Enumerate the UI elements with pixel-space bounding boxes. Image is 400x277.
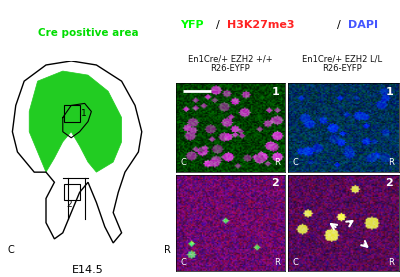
Text: R: R — [274, 158, 280, 167]
Text: 2: 2 — [386, 178, 393, 188]
Text: H3K27me3: H3K27me3 — [226, 20, 294, 30]
Text: /: / — [216, 20, 219, 30]
Polygon shape — [29, 71, 122, 172]
Text: 2: 2 — [272, 178, 279, 188]
Text: En1Cre/+ EZH2 L/L
R26-EYFP: En1Cre/+ EZH2 L/L R26-EYFP — [302, 54, 382, 73]
Text: Cre positive area: Cre positive area — [38, 28, 138, 38]
Text: R: R — [274, 258, 280, 266]
Text: R: R — [164, 245, 170, 255]
Text: DAPI: DAPI — [348, 20, 378, 30]
Text: C: C — [292, 258, 298, 266]
Bar — [64, 106, 80, 122]
Text: R: R — [388, 158, 394, 167]
Text: C: C — [180, 258, 186, 266]
Text: 2: 2 — [66, 199, 72, 209]
Text: YFP: YFP — [180, 20, 204, 30]
Text: En1Cre/+ EZH2 +/+
R26-EYFP: En1Cre/+ EZH2 +/+ R26-EYFP — [188, 54, 272, 73]
Text: 1: 1 — [81, 109, 87, 117]
Text: R: R — [388, 258, 394, 266]
Text: E14.5: E14.5 — [72, 265, 104, 275]
Text: C: C — [292, 158, 298, 167]
Text: C: C — [7, 245, 14, 255]
Bar — [64, 184, 80, 201]
Text: C: C — [180, 158, 186, 167]
Text: 1: 1 — [386, 87, 393, 97]
Text: 1: 1 — [272, 87, 279, 97]
Text: /: / — [337, 20, 340, 30]
